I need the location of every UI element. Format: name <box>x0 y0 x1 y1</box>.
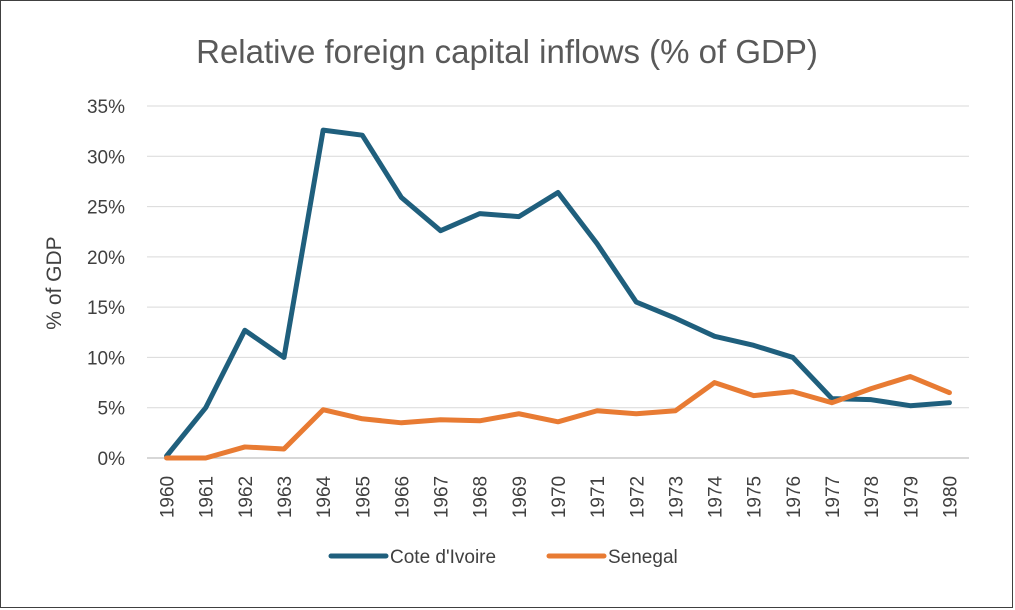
series-line-0 <box>164 127 952 459</box>
y-axis-title: % of GDP <box>43 236 66 329</box>
y-tick-label: 10% <box>87 348 125 369</box>
x-tick-label: 1962 <box>236 476 257 518</box>
x-tick-label: 1967 <box>432 476 453 518</box>
x-tick-label: 1976 <box>784 476 805 518</box>
x-tick-label: 1963 <box>275 476 296 518</box>
x-tick-label: 1968 <box>471 476 492 518</box>
y-tick-label: 20% <box>87 248 125 269</box>
x-tick-label: 1980 <box>940 476 961 518</box>
x-tick-label: 1974 <box>706 475 727 518</box>
x-tick-label: 1975 <box>745 476 766 518</box>
x-tick-label: 1965 <box>353 476 374 518</box>
x-tick-label: 1969 <box>510 476 531 518</box>
x-tick-label: 1978 <box>862 476 883 518</box>
x-tick-label: 1977 <box>823 476 844 518</box>
legend: Cote d'Ivoire Senegal <box>328 547 678 568</box>
x-tick-label: 1964 <box>314 475 335 518</box>
y-tick-label: 15% <box>87 298 125 319</box>
x-tick-label: 1972 <box>627 476 648 518</box>
y-tick-label: 35% <box>87 97 125 118</box>
series-line-1 <box>164 374 952 461</box>
x-tick-label: 1970 <box>549 476 570 518</box>
x-tick-labels: 1960 1961 1962 1963 1964 1965 1966 1967 1968 1969… <box>158 475 962 518</box>
y-tick-label: 30% <box>87 147 125 168</box>
gridlines <box>147 105 969 459</box>
x-tick-label: 1966 <box>392 476 413 518</box>
y-tick-labels: 0% 5% 10% 15% 20% 25% 30% 35% <box>87 97 125 470</box>
y-tick-label: 25% <box>87 198 125 219</box>
x-tick-label: 1961 <box>197 476 218 518</box>
y-tick-label: 5% <box>98 399 126 420</box>
legend-label: Senegal <box>608 547 678 568</box>
x-tick-label: 1960 <box>158 476 179 518</box>
x-tick-label: 1973 <box>666 476 687 518</box>
y-tick-label: 0% <box>98 449 126 470</box>
x-tick-label: 1979 <box>901 476 922 518</box>
series-lines <box>164 127 952 461</box>
x-tick-label: 1971 <box>588 476 609 518</box>
legend-label: Cote d'Ivoire <box>390 547 496 568</box>
chart-title: Relative foreign capital inflows (% of G… <box>196 33 818 70</box>
